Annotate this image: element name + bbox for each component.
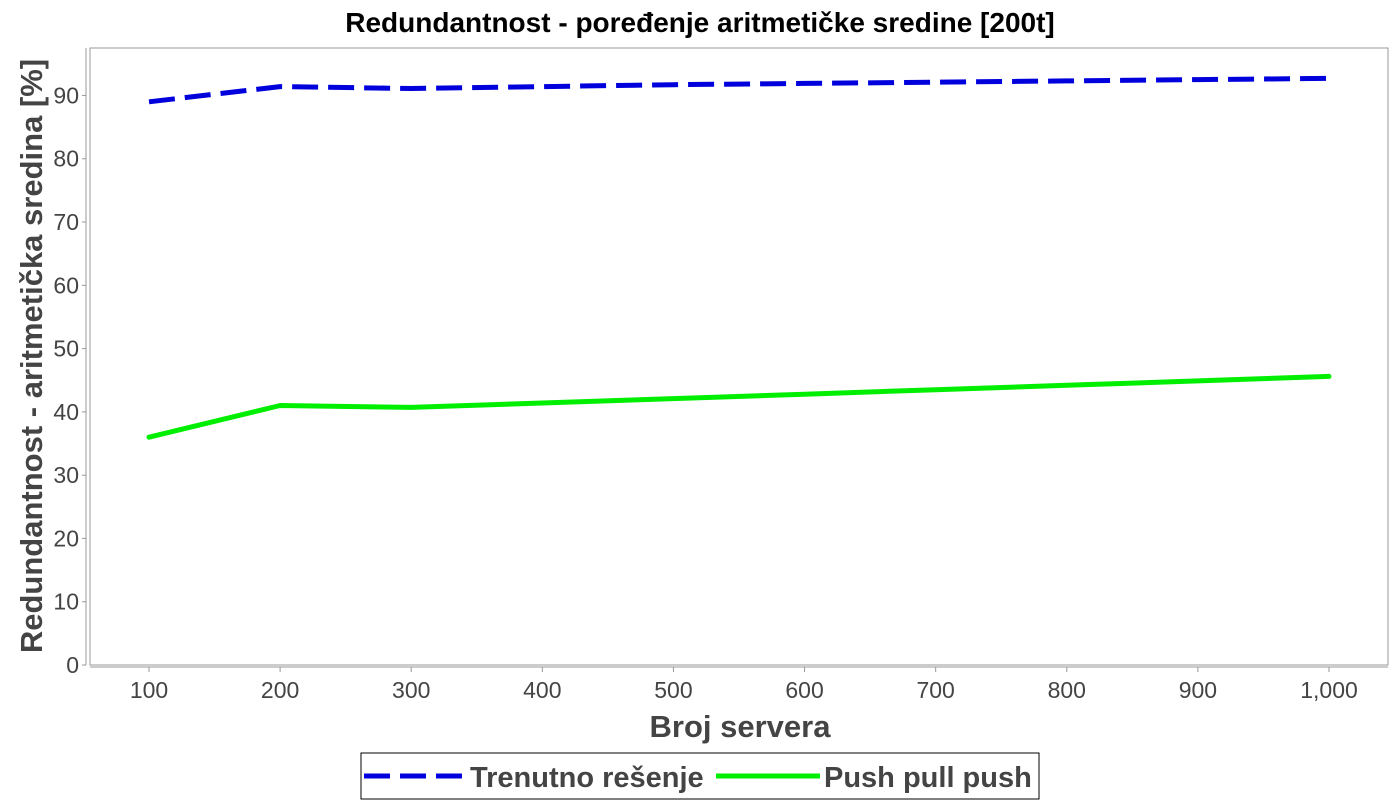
plot-area — [89, 47, 1389, 666]
x-tick-label: 100 — [130, 677, 168, 703]
x-tick-label: 800 — [1048, 677, 1086, 703]
series-line-push-pull-push — [146, 373, 1332, 440]
legend-label-push-pull-push: Push pull push — [824, 762, 1032, 794]
y-tick-label: 20 — [53, 525, 79, 551]
legend-label-trenutno-resenje: Trenutno rešenje — [470, 762, 704, 794]
x-axis-title: Broj servera — [650, 709, 832, 744]
y-tick-label: 40 — [53, 399, 79, 425]
y-tick-label: 30 — [53, 462, 79, 488]
x-tick-label: 900 — [1179, 677, 1217, 703]
series-layer — [146, 75, 1332, 440]
y-tick-label: 90 — [53, 82, 79, 108]
x-tick-label: 600 — [785, 677, 823, 703]
y-tick-label: 0 — [66, 652, 79, 678]
x-tick-label: 1,000 — [1300, 677, 1358, 703]
legend-box — [360, 752, 1040, 800]
y-tick-label: 10 — [53, 589, 79, 615]
x-tick-label: 500 — [654, 677, 692, 703]
legend: Trenutno rešenje Push pull push — [360, 752, 1040, 800]
y-tick-label: 70 — [53, 209, 79, 235]
x-tick-label: 200 — [261, 677, 299, 703]
x-tick-label: 300 — [392, 677, 430, 703]
x-tick-label: 400 — [523, 677, 561, 703]
y-tick-label: 50 — [53, 336, 79, 362]
x-axis-ticks: 100 200 300 400 500 600 700 800 900 1,000 — [130, 667, 1358, 703]
y-axis-title: Redundantnost - aritmetička sredina [%] — [14, 59, 49, 653]
y-tick-label: 80 — [53, 146, 79, 172]
series-line-trenutno-resenje — [148, 75, 1330, 105]
y-tick-label: 60 — [53, 272, 79, 298]
chart-title: Redundantnost - poređenje aritmetičke sr… — [345, 7, 1055, 38]
y-axis-ticks: 0 10 20 30 40 50 60 70 80 90 — [53, 82, 86, 678]
x-tick-label: 700 — [916, 677, 954, 703]
